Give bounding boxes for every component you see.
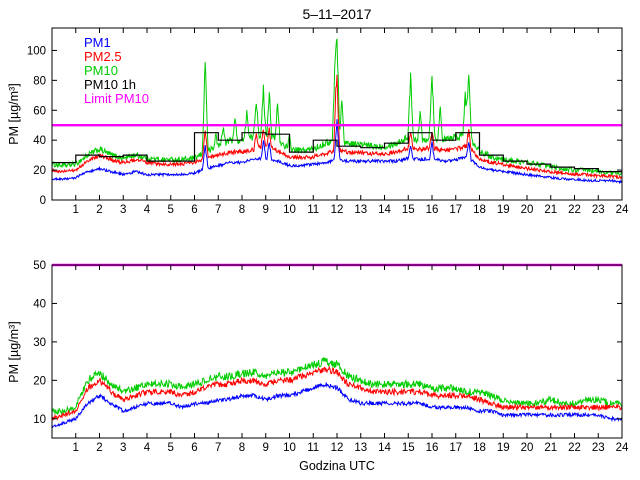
svg-text:6: 6 — [191, 204, 197, 216]
svg-text:16: 16 — [426, 204, 439, 216]
svg-text:5: 5 — [168, 204, 174, 216]
svg-text:4: 4 — [144, 442, 151, 454]
svg-text:17: 17 — [449, 204, 462, 216]
svg-text:1: 1 — [73, 442, 79, 454]
svg-text:11: 11 — [307, 442, 319, 454]
svg-text:0: 0 — [40, 195, 46, 207]
y-axis-label-bottom: PM [µg/m³] — [7, 321, 21, 383]
svg-text:20: 20 — [521, 442, 534, 454]
svg-text:3: 3 — [120, 442, 126, 454]
svg-text:22: 22 — [568, 442, 581, 454]
svg-text:18: 18 — [473, 442, 486, 454]
svg-text:10: 10 — [283, 442, 296, 454]
svg-text:9: 9 — [263, 442, 269, 454]
svg-text:6: 6 — [191, 442, 197, 454]
svg-text:2: 2 — [96, 442, 102, 454]
svg-text:15: 15 — [402, 442, 415, 454]
svg-text:12: 12 — [331, 442, 344, 454]
svg-text:40: 40 — [33, 298, 46, 310]
svg-text:60: 60 — [33, 105, 46, 117]
svg-text:13: 13 — [354, 442, 367, 454]
svg-text:10: 10 — [33, 414, 46, 426]
svg-text:16: 16 — [426, 442, 439, 454]
svg-text:100: 100 — [27, 45, 46, 57]
svg-text:24: 24 — [616, 442, 629, 454]
legend-item: PM10 — [84, 63, 118, 78]
svg-text:22: 22 — [568, 204, 581, 216]
svg-text:7: 7 — [215, 204, 221, 216]
svg-text:10: 10 — [283, 204, 296, 216]
svg-text:20: 20 — [33, 375, 46, 387]
svg-text:5: 5 — [168, 442, 174, 454]
svg-text:19: 19 — [497, 204, 510, 216]
svg-text:1: 1 — [73, 204, 79, 216]
svg-text:30: 30 — [33, 337, 46, 349]
svg-text:4: 4 — [144, 204, 151, 216]
svg-text:23: 23 — [592, 442, 605, 454]
legend: PM1 PM2.5 PM10 PM10 1h Limit PM10 — [84, 36, 149, 106]
svg-text:8: 8 — [239, 204, 245, 216]
chart-title: 5–11–2017 — [302, 6, 372, 22]
svg-text:13: 13 — [354, 204, 367, 216]
legend-item: PM2.5 — [84, 49, 122, 64]
svg-text:80: 80 — [33, 75, 46, 87]
svg-text:11: 11 — [307, 204, 319, 216]
legend-item: PM10 1h — [84, 77, 137, 92]
svg-text:17: 17 — [449, 442, 462, 454]
svg-text:23: 23 — [592, 204, 605, 216]
svg-text:24: 24 — [616, 204, 629, 216]
svg-text:20: 20 — [521, 204, 534, 216]
svg-text:18: 18 — [473, 204, 486, 216]
svg-text:19: 19 — [497, 442, 510, 454]
svg-text:14: 14 — [378, 204, 391, 216]
legend-item: PM1 — [84, 35, 111, 50]
svg-text:7: 7 — [215, 442, 221, 454]
svg-text:21: 21 — [544, 204, 557, 216]
svg-text:50: 50 — [33, 260, 46, 272]
svg-text:3: 3 — [120, 204, 126, 216]
y-axis-label-top: PM [µg/m³] — [7, 83, 21, 145]
x-axis-label: Godzina UTC — [299, 459, 375, 473]
svg-text:20: 20 — [33, 165, 46, 177]
svg-text:14: 14 — [378, 442, 391, 454]
svg-text:8: 8 — [239, 442, 245, 454]
svg-text:15: 15 — [402, 204, 415, 216]
svg-text:12: 12 — [331, 204, 344, 216]
legend-item: Limit PM10 — [84, 91, 150, 106]
svg-text:2: 2 — [96, 204, 102, 216]
svg-text:21: 21 — [544, 442, 557, 454]
svg-text:9: 9 — [263, 204, 269, 216]
svg-text:40: 40 — [33, 135, 46, 147]
